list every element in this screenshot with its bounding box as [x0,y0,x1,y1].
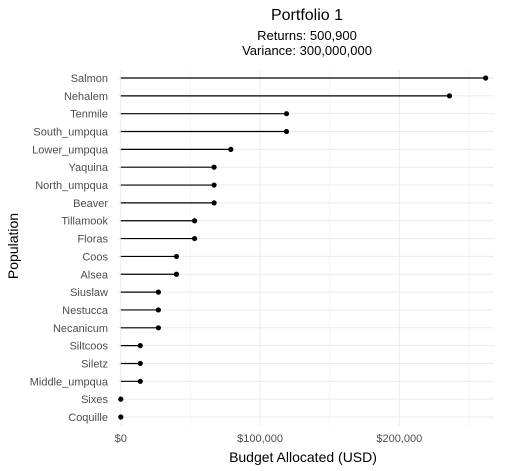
lollipop-point [211,164,217,170]
lollipop-point [283,128,290,135]
lollipop-point [155,325,161,331]
y-tick-label: South_umpqua [33,127,108,139]
y-tick-label: Siletz [81,358,108,370]
x-tick-label: $100,000 [237,433,283,445]
y-tick-label: Sixes [81,394,108,406]
x-tick-label: $200,000 [376,433,422,445]
lollipop-point [483,75,489,81]
lollipop-point [446,93,453,99]
y-tick-label: Floras [77,234,108,246]
lollipop-point [173,271,180,277]
lollipop-point [137,343,143,349]
y-tick-label: Lower_umpqua [32,144,109,156]
y-tick-label: Siuslaw [70,287,108,299]
lollipop-point [228,146,234,152]
y-tick-label: North_umpqua [35,180,109,192]
lollipop-point [283,111,290,117]
y-tick-label: Tenmile [70,109,108,121]
lollipop-point [118,414,124,420]
y-tick-label: Yaquina [68,162,108,174]
y-tick-labels: Salmon Nehalem Tenmile South_umpqua Lower_um… [30,73,109,424]
lollipop-point [191,235,198,242]
chart-title: Portfolio 1 [271,7,343,24]
lollipop-point [137,360,143,367]
y-tick-label: Nestucca [62,305,109,317]
lollipop-point [211,200,217,206]
data-marks [118,75,489,420]
chart-subtitle-returns: Returns: 500,900 [257,28,357,43]
y-tick-label: Tillamook [61,216,108,228]
y-tick-label: Salmon [71,73,108,85]
x-tick-label: $0 [115,433,127,445]
lollipop-point [211,182,217,188]
lollipop-point [155,307,161,313]
lollipop-point [173,253,180,260]
y-tick-label: Necanicum [53,323,108,335]
lollipop-point [137,378,143,384]
y-axis-title: Population [5,213,21,279]
x-tick-labels: $0 $100,000 $200,000 [115,433,423,445]
y-tick-label: Nehalem [64,91,108,103]
y-tick-label: Coos [82,251,108,263]
y-tick-label: Beaver [73,198,108,210]
chart-subtitle-variance: Variance: 300,000,000 [242,43,372,58]
lollipop-point [155,289,161,295]
y-tick-label: Siltcoos [69,341,108,353]
grid [118,70,494,426]
y-tick-label: Middle_umpqua [30,376,109,388]
y-tick-label: Coquille [68,412,108,424]
y-tick-label: Alsea [80,269,108,281]
lollipop-point [118,396,124,402]
lollipop-point [191,218,198,224]
x-axis-title: Budget Allocated (USD) [229,449,377,465]
